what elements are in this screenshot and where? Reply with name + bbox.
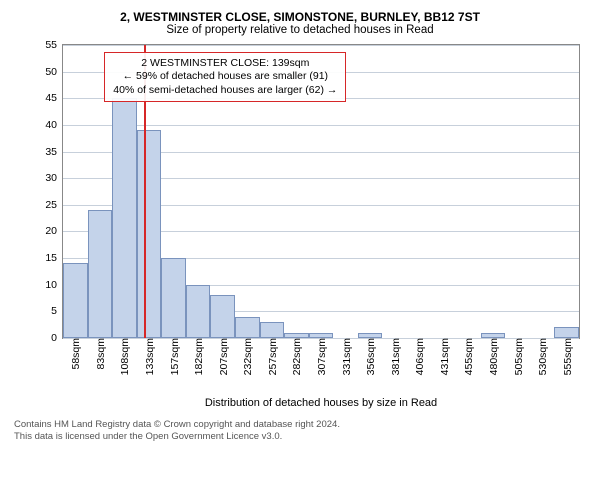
y-tick-label: 40 (45, 119, 63, 131)
histogram-bar (112, 98, 137, 338)
x-tick-label: 108sqm (117, 338, 131, 375)
y-tick-label: 25 (45, 199, 63, 211)
x-tick-label: 182sqm (191, 338, 205, 375)
histogram-bar (554, 327, 579, 338)
x-tick-label: 282sqm (289, 338, 303, 375)
histogram-bar (137, 130, 162, 338)
gridline (63, 45, 579, 46)
x-tick-label: 257sqm (265, 338, 279, 375)
y-tick-label: 0 (51, 332, 63, 344)
annotation-line: 40% of semi-detached houses are larger (… (113, 84, 337, 97)
histogram-bar (88, 210, 113, 338)
y-tick-label: 15 (45, 252, 63, 264)
plot-region: 2 WESTMINSTER CLOSE: 139sqm← 59% of deta… (63, 45, 579, 338)
x-tick-label: 331sqm (339, 338, 353, 375)
chart-subtitle: Size of property relative to detached ho… (10, 24, 590, 36)
x-tick-label: 480sqm (486, 338, 500, 375)
x-tick-label: 83sqm (93, 338, 107, 370)
histogram-bar (210, 295, 235, 338)
x-tick-label: 431sqm (437, 338, 451, 375)
x-tick-label: 133sqm (142, 338, 156, 375)
x-tick-label: 232sqm (240, 338, 254, 375)
y-tick-label: 35 (45, 146, 63, 158)
annotation-line: 2 WESTMINSTER CLOSE: 139sqm (113, 57, 337, 70)
y-tick-label: 50 (45, 66, 63, 78)
x-tick-label: 455sqm (461, 338, 475, 375)
x-tick-label: 530sqm (535, 338, 549, 375)
y-tick-label: 20 (45, 225, 63, 237)
x-tick-label: 207sqm (216, 338, 230, 375)
x-tick-label: 381sqm (388, 338, 402, 375)
annotation-box: 2 WESTMINSTER CLOSE: 139sqm← 59% of deta… (104, 52, 346, 101)
footer-line: Contains HM Land Registry data © Crown c… (14, 419, 586, 431)
x-tick-label: 307sqm (314, 338, 328, 375)
x-tick-label: 356sqm (363, 338, 377, 375)
chart-area: 2 WESTMINSTER CLOSE: 139sqm← 59% of deta… (62, 44, 580, 339)
chart-container: 2, WESTMINSTER CLOSE, SIMONSTONE, BURNLE… (0, 0, 600, 500)
x-tick-label: 157sqm (167, 338, 181, 375)
histogram-bar (161, 258, 186, 338)
footer-attribution: Contains HM Land Registry data © Crown c… (10, 413, 590, 446)
y-tick-label: 55 (45, 39, 63, 51)
y-tick-label: 30 (45, 172, 63, 184)
histogram-bar (235, 317, 260, 338)
gridline (63, 125, 579, 126)
chart-title: 2, WESTMINSTER CLOSE, SIMONSTONE, BURNLE… (10, 10, 590, 24)
histogram-bar (186, 285, 211, 338)
annotation-line: ← 59% of detached houses are smaller (91… (113, 70, 337, 83)
y-tick-label: 10 (45, 279, 63, 291)
x-tick-label: 406sqm (412, 338, 426, 375)
x-axis-label: Distribution of detached houses by size … (62, 397, 580, 409)
y-tick-label: 5 (51, 305, 63, 317)
histogram-bar (63, 263, 88, 338)
x-tick-label: 555sqm (560, 338, 574, 375)
x-tick-label: 505sqm (511, 338, 525, 375)
footer-line: This data is licensed under the Open Gov… (14, 431, 586, 443)
x-tick-label: 58sqm (68, 338, 82, 370)
y-tick-label: 45 (45, 92, 63, 104)
histogram-bar (260, 322, 285, 338)
